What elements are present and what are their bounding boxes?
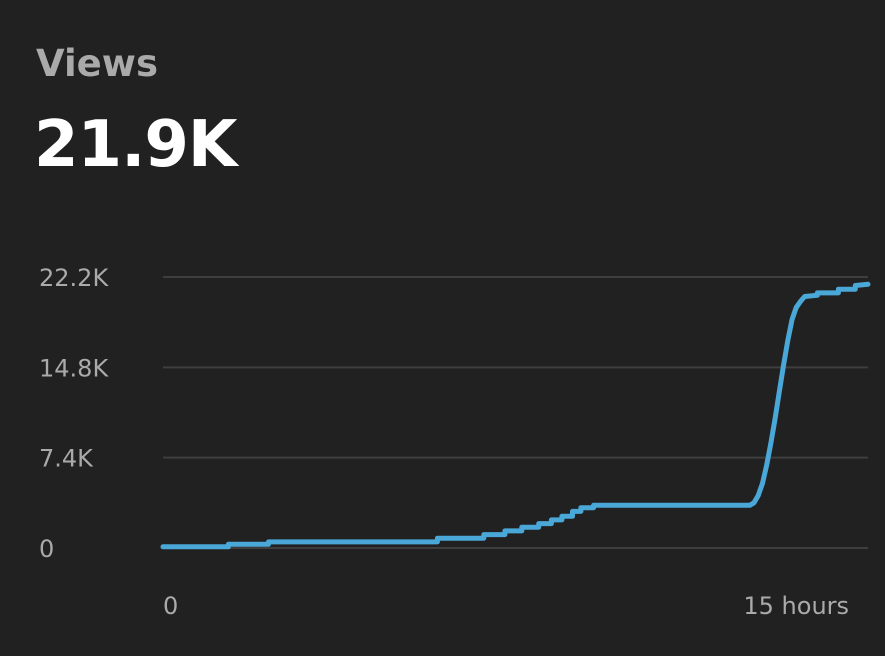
series-layer	[160, 281, 871, 550]
x-axis-ticks: 0 15 hours	[163, 592, 849, 620]
y-axis-ticks: 0 7.4K 14.8K 22.2K	[39, 264, 109, 563]
y-tick-label: 7.4K	[39, 445, 94, 473]
x-tick-label: 15 hours	[743, 592, 849, 620]
series-line-views	[160, 281, 871, 550]
grid-lines	[163, 276, 868, 549]
y-tick-label: 14.8K	[39, 354, 109, 382]
x-tick-label: 0	[163, 592, 178, 620]
y-tick-label: 22.2K	[39, 264, 109, 292]
metric-value: 21.9K	[34, 108, 237, 182]
metric-label: Views	[36, 42, 158, 85]
y-tick-label: 0	[39, 535, 54, 563]
